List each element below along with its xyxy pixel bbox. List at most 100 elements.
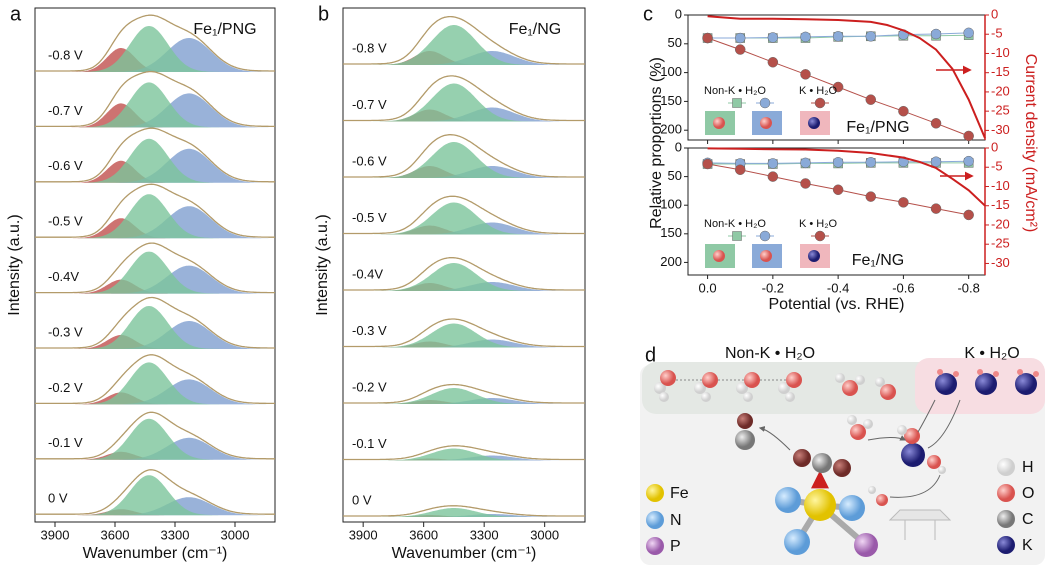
row-label: -0.4V: [48, 269, 79, 284]
y-tick-label: 200: [660, 254, 682, 269]
x-axis-label: Potential (vs. RHE): [768, 296, 904, 313]
y2-axis-label: Current density (mA/cm²): [1022, 54, 1039, 233]
point: [865, 191, 877, 202]
legend-label: N: [670, 512, 682, 529]
peak: [343, 202, 585, 235]
inset-atom: [713, 117, 725, 129]
peak: [343, 83, 585, 122]
envelope: [35, 411, 275, 460]
peak: [343, 448, 585, 461]
peak: [343, 455, 585, 461]
envelope: [35, 183, 275, 238]
peak: [35, 26, 275, 72]
x-tick-label: 3600: [409, 527, 438, 542]
peak: [343, 323, 585, 348]
point: [734, 164, 746, 175]
point: [702, 32, 713, 44]
point: [963, 209, 974, 221]
legend-label: Non-K • H₂O: [704, 218, 766, 230]
group-label: Non-K • H₂O: [725, 345, 815, 362]
x-tick-label: -0.8: [957, 280, 979, 295]
y2-tick-label: -15: [991, 64, 1010, 79]
y2-tick-label: -30: [991, 122, 1010, 137]
panel-label: d: [645, 344, 656, 366]
current-line: [707, 15, 986, 139]
y2-tick-label: -10: [991, 178, 1010, 193]
y-tick-label: 200: [660, 122, 682, 137]
envelope: [343, 505, 585, 517]
legend-label: Fe: [670, 485, 689, 502]
non-k-zone: [642, 362, 942, 414]
x-tick-label: 3600: [101, 527, 130, 542]
point: [702, 158, 713, 170]
legend-label: O: [1022, 485, 1034, 502]
peak: [343, 388, 585, 404]
peak: [35, 437, 275, 460]
point: [800, 157, 811, 169]
row-label: -0.1 V: [352, 436, 387, 451]
point: [898, 105, 909, 117]
legend-label: C: [1022, 511, 1034, 528]
point: [767, 56, 779, 68]
peak: [35, 138, 275, 183]
point: [930, 203, 942, 214]
row-label: -0.8 V: [352, 40, 387, 55]
row-label: -0.6 V: [48, 158, 83, 173]
envelope: [343, 15, 585, 65]
peak: [343, 142, 585, 178]
peak: [35, 362, 275, 405]
diagram-d: d Non-K • H₂O K • H₂O Fe N P H O C K: [640, 344, 1045, 565]
x-axis-label: Wavenumber (cm⁻¹): [83, 545, 228, 562]
y2-tick-label: -30: [991, 255, 1010, 270]
point: [832, 31, 844, 42]
point: [832, 184, 844, 196]
peak: [343, 51, 585, 65]
panel-label: a: [10, 3, 22, 25]
row-label: -0.2 V: [48, 380, 83, 395]
x-tick-label: 0.0: [699, 280, 717, 295]
row-label: -0.2 V: [352, 379, 387, 394]
envelope: [343, 257, 585, 291]
point: [865, 94, 877, 105]
peak: [35, 148, 275, 183]
y-axis-label: Relative proportions (%): [648, 57, 665, 229]
peak: [35, 38, 275, 72]
x-tick-label: 3300: [161, 527, 190, 542]
y-axis-label: Intensity (a.u.): [6, 214, 23, 315]
point: [898, 197, 909, 208]
x-tick-label: 3000: [221, 527, 250, 542]
envelope: [35, 242, 275, 294]
y2-tick-label: -25: [991, 236, 1010, 251]
y2-tick-label: -5: [991, 26, 1003, 41]
row-label: -0.3 V: [48, 324, 83, 339]
point: [767, 171, 779, 182]
annotation: Fe₁/PNG: [846, 119, 909, 136]
peak: [343, 263, 585, 291]
y-axis-label: Intensity (a.u.): [314, 214, 331, 315]
peak: [343, 282, 585, 291]
row-label: -0.3 V: [352, 323, 387, 338]
y-tick-label: 50: [668, 168, 682, 183]
row-label: -0.8 V: [48, 47, 83, 62]
y2-tick-label: 0: [991, 6, 998, 21]
y2-tick-label: 0: [991, 139, 998, 154]
x-tick-label: -0.6: [892, 280, 914, 295]
k-water: [935, 369, 1039, 395]
envelope: [343, 318, 585, 348]
row-label: -0.4V: [352, 266, 383, 281]
legend-marker: [732, 98, 742, 108]
envelope: [343, 195, 585, 235]
row-label: -0.7 V: [352, 97, 387, 112]
annotation: Fe₁/NG: [852, 252, 905, 269]
legend-label: H: [1022, 459, 1034, 476]
point: [865, 31, 877, 42]
point: [832, 157, 844, 168]
x-tick-label: -0.4: [827, 280, 849, 295]
point: [930, 28, 942, 40]
point: [930, 156, 942, 167]
inset-atom: [713, 250, 725, 262]
point: [767, 158, 779, 169]
envelope: [343, 75, 585, 122]
legend-marker: [732, 231, 742, 241]
point: [734, 32, 746, 44]
